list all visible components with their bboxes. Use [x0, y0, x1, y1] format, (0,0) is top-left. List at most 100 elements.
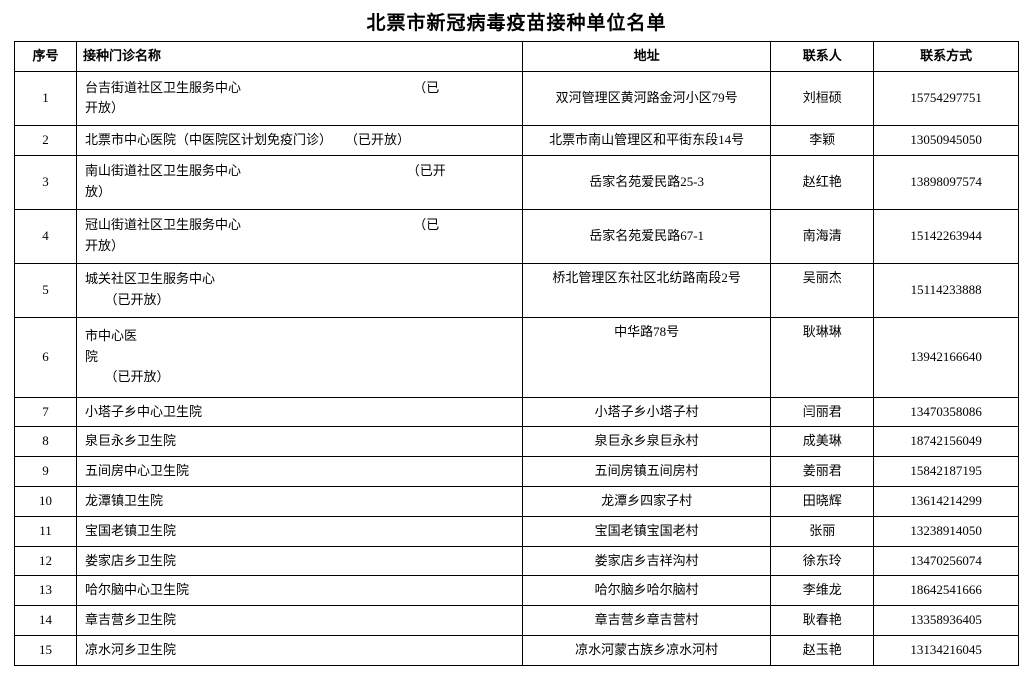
cell-seq: 7: [15, 397, 77, 427]
cell-person: 吴丽杰: [771, 263, 874, 317]
name-line: （已开放）: [85, 367, 516, 388]
cell-addr: 岳家名苑爱民路25-3: [523, 155, 771, 209]
table-row: 1台吉街道社区卫生服务中心 （已开放）双河管理区黄河路金河小区79号刘桓硕157…: [15, 71, 1019, 125]
table-row: 8 泉巨永乡卫生院泉巨永乡泉巨永村成美琳18742156049: [15, 427, 1019, 457]
cell-person: 成美琳: [771, 427, 874, 457]
cell-name: 冠山街道社区卫生服务中心 （已开放）: [76, 209, 522, 263]
cell-person: 赵红艳: [771, 155, 874, 209]
cell-name: 五间房中心卫生院: [76, 457, 522, 487]
name-line: 市中心医: [85, 326, 516, 347]
cell-addr: 章吉营乡章吉营村: [523, 606, 771, 636]
table-row: 12 娄家店乡卫生院娄家店乡吉祥沟村徐东玲13470256074: [15, 546, 1019, 576]
cell-seq: 3: [15, 155, 77, 209]
cell-name: 城关社区卫生服务中心 （已开放）: [76, 263, 522, 317]
cell-addr: 宝国老镇宝国老村: [523, 516, 771, 546]
table-row: 6市中心医院 （已开放）中华路78号耿琳琳13942166640: [15, 317, 1019, 397]
cell-addr: 小塔子乡小塔子村: [523, 397, 771, 427]
cell-addr: 哈尔脑乡哈尔脑村: [523, 576, 771, 606]
name-line: 开放）: [85, 98, 516, 119]
table-row: 10龙潭镇卫生院龙潭乡四家子村田晓辉13614214299: [15, 486, 1019, 516]
cell-name: 章吉营乡卫生院: [76, 606, 522, 636]
cell-phone: 13470358086: [874, 397, 1019, 427]
cell-name: 南山街道社区卫生服务中心 （已开放）: [76, 155, 522, 209]
cell-seq: 10: [15, 486, 77, 516]
table-row: 7 小塔子乡中心卫生院小塔子乡小塔子村闫丽君13470358086: [15, 397, 1019, 427]
name-line: 南山街道社区卫生服务中心 （已开: [85, 161, 516, 182]
cell-person: 耿春艳: [771, 606, 874, 636]
cell-person: 李颖: [771, 125, 874, 155]
vaccine-sites-table: 序号 接种门诊名称 地址 联系人 联系方式 1 台吉街道社区卫生服务中心 （已开放…: [14, 41, 1019, 666]
cell-addr: 凉水河蒙古族乡凉水河村: [523, 635, 771, 665]
cell-person: 耿琳琳: [771, 317, 874, 397]
name-line: 城关社区卫生服务中心: [85, 269, 516, 290]
name-line: 院: [85, 347, 516, 368]
cell-name: 市中心医院 （已开放）: [76, 317, 522, 397]
name-line: 开放）: [85, 236, 516, 257]
cell-phone: 13614214299: [874, 486, 1019, 516]
cell-seq: 12: [15, 546, 77, 576]
name-line: 台吉街道社区卫生服务中心 （已: [85, 78, 516, 99]
name-line: 凉水河乡卫生院: [85, 640, 516, 661]
cell-phone: 13358936405: [874, 606, 1019, 636]
cell-addr: 北票市南山管理区和平街东段14号: [523, 125, 771, 155]
name-line: 冠山街道社区卫生服务中心 （已: [85, 215, 516, 236]
cell-person: 姜丽君: [771, 457, 874, 487]
table-row: 4冠山街道社区卫生服务中心 （已开放）岳家名苑爱民路67-1南海清1514226…: [15, 209, 1019, 263]
cell-phone: 15114233888: [874, 263, 1019, 317]
name-line: 哈尔脑中心卫生院: [85, 580, 516, 601]
name-line: （已开放）: [85, 290, 516, 311]
cell-seq: 15: [15, 635, 77, 665]
cell-seq: 5: [15, 263, 77, 317]
cell-seq: 8: [15, 427, 77, 457]
cell-person: 赵玉艳: [771, 635, 874, 665]
name-line: 宝国老镇卫生院: [85, 521, 516, 542]
name-line: 龙潭镇卫生院: [85, 491, 516, 512]
cell-person: 田晓辉: [771, 486, 874, 516]
cell-seq: 2: [15, 125, 77, 155]
col-header-addr: 地址: [523, 42, 771, 72]
name-line: 小塔子乡中心卫生院: [85, 402, 516, 423]
cell-person: 闫丽君: [771, 397, 874, 427]
table-row: 3南山街道社区卫生服务中心 （已开放）岳家名苑爱民路25-3赵红艳1389809…: [15, 155, 1019, 209]
cell-addr: 岳家名苑爱民路67-1: [523, 209, 771, 263]
cell-phone: 18642541666: [874, 576, 1019, 606]
cell-person: 南海清: [771, 209, 874, 263]
cell-name: 凉水河乡卫生院: [76, 635, 522, 665]
name-line: 娄家店乡卫生院: [85, 551, 516, 572]
col-header-person: 联系人: [771, 42, 874, 72]
table-header-row: 序号 接种门诊名称 地址 联系人 联系方式: [15, 42, 1019, 72]
cell-phone: 18742156049: [874, 427, 1019, 457]
page-title: 北票市新冠病毒疫苗接种单位名单: [14, 8, 1019, 35]
cell-seq: 9: [15, 457, 77, 487]
cell-person: 李维龙: [771, 576, 874, 606]
name-line: 章吉营乡卫生院: [85, 610, 516, 631]
cell-name: 小塔子乡中心卫生院: [76, 397, 522, 427]
cell-seq: 1: [15, 71, 77, 125]
cell-phone: 13898097574: [874, 155, 1019, 209]
cell-phone: 15142263944: [874, 209, 1019, 263]
cell-addr: 泉巨永乡泉巨永村: [523, 427, 771, 457]
cell-addr: 双河管理区黄河路金河小区79号: [523, 71, 771, 125]
col-header-seq: 序号: [15, 42, 77, 72]
cell-addr: 中华路78号: [523, 317, 771, 397]
table-row: 2北票市中心医院（中医院区计划免疫门诊） （已开放）北票市南山管理区和平街东段1…: [15, 125, 1019, 155]
table-row: 14章吉营乡卫生院章吉营乡章吉营村耿春艳13358936405: [15, 606, 1019, 636]
cell-phone: 13134216045: [874, 635, 1019, 665]
cell-name: 龙潭镇卫生院: [76, 486, 522, 516]
cell-addr: 桥北管理区东社区北纺路南段2号: [523, 263, 771, 317]
cell-name: 哈尔脑中心卫生院: [76, 576, 522, 606]
cell-addr: 娄家店乡吉祥沟村: [523, 546, 771, 576]
cell-person: 徐东玲: [771, 546, 874, 576]
name-line: 泉巨永乡卫生院: [85, 431, 516, 452]
cell-phone: 13470256074: [874, 546, 1019, 576]
cell-seq: 6: [15, 317, 77, 397]
cell-person: 张丽: [771, 516, 874, 546]
cell-phone: 15842187195: [874, 457, 1019, 487]
cell-name: 宝国老镇卫生院: [76, 516, 522, 546]
col-header-name: 接种门诊名称: [76, 42, 522, 72]
table-row: 9五间房中心卫生院五间房镇五间房村姜丽君15842187195: [15, 457, 1019, 487]
table-row: 11宝国老镇卫生院宝国老镇宝国老村张丽13238914050: [15, 516, 1019, 546]
cell-seq: 11: [15, 516, 77, 546]
cell-name: 北票市中心医院（中医院区计划免疫门诊） （已开放）: [76, 125, 522, 155]
cell-person: 刘桓硕: [771, 71, 874, 125]
